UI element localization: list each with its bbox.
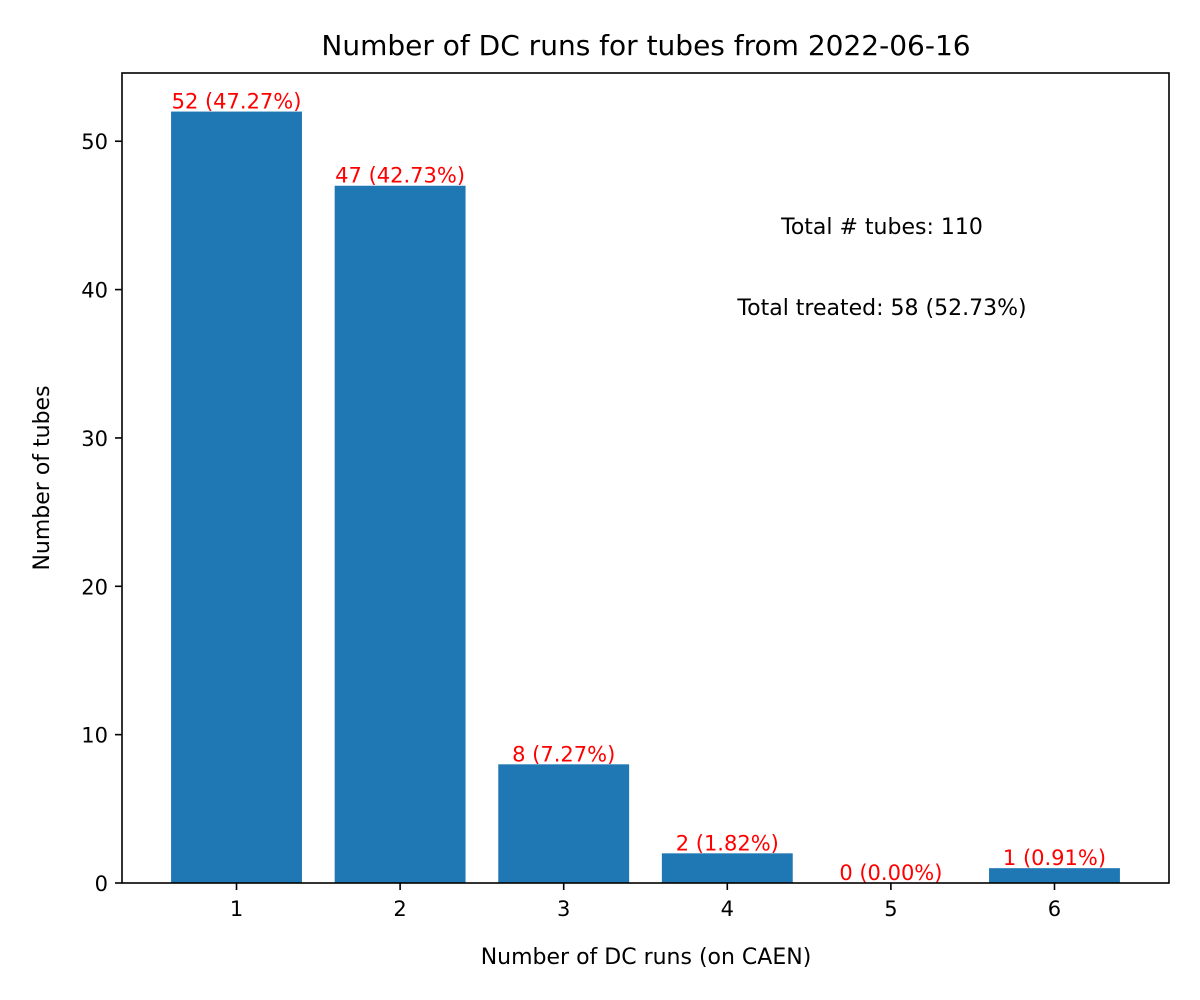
x-tick-label-2: 2 [393, 897, 406, 921]
x-tick-label-6: 6 [1048, 897, 1061, 921]
y-axis-label: Number of tubes [30, 385, 55, 570]
annotation-total-tubes: Total # tubes: 110 [780, 215, 983, 240]
data-labels-group: 52 (47.27%) 47 (42.73%) 8 (7.27%) 2 (1.82%)… [172, 90, 1106, 885]
data-label-6: 1 (0.91%) [1003, 846, 1106, 870]
bar-2 [334, 185, 466, 883]
x-tick-label-5: 5 [884, 897, 897, 921]
x-tick-label-3: 3 [557, 897, 570, 921]
data-label-3: 8 (7.27%) [512, 742, 615, 766]
bar-6 [989, 868, 1120, 883]
data-label-5: 0 (0.00%) [839, 861, 942, 885]
y-tick-label-40: 40 [81, 279, 108, 303]
plot-frame [121, 72, 1170, 884]
y-tick-label-0: 0 [95, 872, 108, 896]
y-tick-label-20: 20 [81, 575, 108, 599]
data-label-4: 2 (1.82%) [676, 831, 779, 855]
data-label-1: 52 (47.27%) [172, 90, 302, 114]
x-axis-label: Number of DC runs (on CAEN) [481, 945, 812, 970]
y-tick-label-30: 30 [81, 427, 108, 451]
data-label-2: 47 (42.73%) [335, 164, 465, 188]
bar-3 [498, 764, 630, 883]
bars-group [171, 111, 1120, 884]
bar-1 [171, 111, 302, 884]
bar-4 [661, 853, 793, 883]
y-axis-ticks: 0 10 20 30 40 50 [81, 130, 122, 896]
y-tick-label-10: 10 [81, 724, 108, 748]
x-axis-ticks: 1 2 3 4 5 6 [230, 883, 1061, 921]
y-tick-label-50: 50 [81, 130, 108, 154]
chart-title: Number of DC runs for tubes from 2022-06… [321, 29, 970, 62]
x-tick-label-4: 4 [721, 897, 734, 921]
x-tick-label-1: 1 [230, 897, 243, 921]
annotation-total-treated: Total treated: 58 (52.73%) [736, 296, 1026, 321]
